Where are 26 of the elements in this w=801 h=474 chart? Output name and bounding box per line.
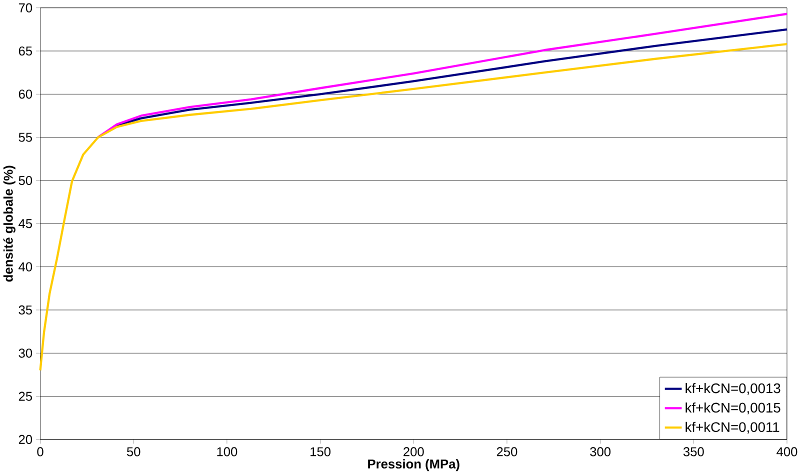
x-tick-label: 50 <box>126 447 140 456</box>
y-tick-label: 65 <box>18 46 32 56</box>
y-tick-label: 40 <box>18 262 32 272</box>
legend-label: kf+kCN=0,0011 <box>686 422 780 434</box>
x-tick-label: 400 <box>776 447 798 456</box>
x-tick-label: 200 <box>404 447 424 456</box>
y-tick-label: 20 <box>18 434 32 444</box>
x-tick-label: 150 <box>310 447 330 456</box>
y-tick-label: 55 <box>18 132 32 142</box>
x-tick-label: 0 <box>37 447 44 456</box>
y-tick-label: 60 <box>18 89 32 99</box>
x-tick-label: 300 <box>590 447 611 456</box>
x-tick-label: 100 <box>217 447 238 456</box>
y-tick-label: 70 <box>18 3 32 12</box>
y-tick-label: 35 <box>18 305 32 314</box>
legend-label: kf+kCN=0,0013 <box>686 382 780 395</box>
x-tick-label: 250 <box>496 447 518 456</box>
y-tick-label: 25 <box>18 392 32 401</box>
y-tick-label: 30 <box>18 348 32 358</box>
y-axis-title: densité globale (%) <box>3 166 16 282</box>
line-series <box>39 42 788 372</box>
legend-label: kf+kCN=0,0015 <box>686 402 780 414</box>
y-tick-label: 45 <box>18 219 32 228</box>
y-tick-label: 50 <box>18 176 32 185</box>
x-tick-label: 350 <box>683 447 704 456</box>
x-axis-title: Pression (MPa) <box>368 458 460 471</box>
